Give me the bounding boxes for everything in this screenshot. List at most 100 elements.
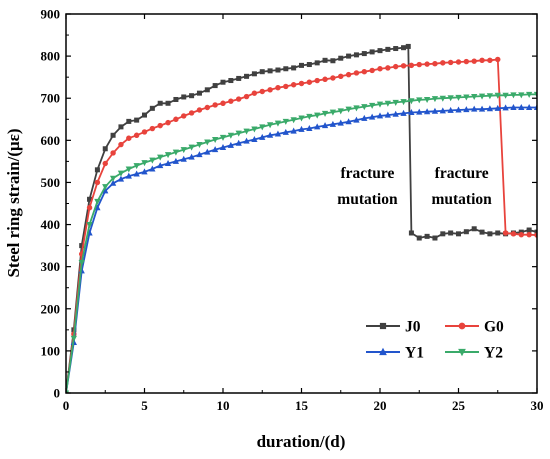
data-point-j0 xyxy=(306,62,312,68)
data-point-g0 xyxy=(102,160,108,167)
data-point-y2 xyxy=(141,160,148,167)
data-point-y1 xyxy=(290,127,297,134)
data-point-g0 xyxy=(181,113,187,119)
data-point-j0 xyxy=(251,71,257,77)
data-point-j0 xyxy=(283,66,289,72)
data-point-y2 xyxy=(416,97,423,104)
data-point-j0 xyxy=(142,112,148,118)
legend-item-y1: Y1 xyxy=(366,345,424,362)
data-point-j0 xyxy=(393,46,399,52)
data-point-j0 xyxy=(463,229,469,235)
y-tick-label: 200 xyxy=(41,301,61,316)
y-tick-label: 600 xyxy=(41,133,61,148)
data-point-y1 xyxy=(455,106,462,113)
data-point-j0 xyxy=(448,230,454,236)
y-tick-label: 300 xyxy=(41,259,61,274)
data-point-g0 xyxy=(338,73,344,80)
data-point-g0 xyxy=(126,135,132,141)
data-point-y2 xyxy=(392,99,399,106)
data-point-g0 xyxy=(400,63,407,69)
data-point-y1 xyxy=(133,170,140,177)
data-point-y1 xyxy=(157,162,164,169)
data-point-j0 xyxy=(369,49,375,55)
y-tick-label: 900 xyxy=(41,7,61,22)
data-point-g0 xyxy=(133,132,140,139)
data-point-y1 xyxy=(219,143,227,150)
data-point-j0 xyxy=(298,62,304,68)
data-point-y2 xyxy=(463,94,470,101)
y-tick-label: 100 xyxy=(41,343,61,358)
data-point-y1 xyxy=(518,103,525,110)
data-point-y2 xyxy=(455,94,462,101)
data-point-j0 xyxy=(346,53,352,59)
data-point-y2 xyxy=(384,100,391,107)
data-point-g0 xyxy=(275,84,281,91)
data-point-g0 xyxy=(314,77,320,84)
data-point-j0 xyxy=(189,93,195,99)
data-point-g0 xyxy=(188,110,195,116)
data-point-y2 xyxy=(478,93,486,100)
y-tick-label: 400 xyxy=(41,217,61,232)
data-point-j0 xyxy=(330,58,336,64)
data-point-j0 xyxy=(181,94,187,100)
data-point-y1 xyxy=(353,116,360,123)
data-point-y1 xyxy=(526,103,533,110)
data-point-y1 xyxy=(259,133,266,140)
data-point-y2 xyxy=(78,259,85,266)
data-point-y2 xyxy=(164,152,172,159)
legend-item-j0: J0 xyxy=(366,319,421,336)
x-tick-label: 20 xyxy=(374,398,387,413)
data-point-y2 xyxy=(321,110,329,117)
data-point-y2 xyxy=(243,128,250,135)
data-point-y2 xyxy=(125,166,132,173)
legend-item-y2: Y2 xyxy=(445,345,503,362)
data-point-g0 xyxy=(479,57,485,64)
x-tick-label: 30 xyxy=(531,398,544,413)
data-point-j0 xyxy=(126,118,132,124)
data-point-y1 xyxy=(204,148,211,155)
legend-label-j0: J0 xyxy=(405,319,421,336)
data-point-j0 xyxy=(149,105,155,111)
data-point-y1 xyxy=(486,105,494,112)
data-point-y2 xyxy=(353,105,360,112)
data-point-y2 xyxy=(219,134,227,141)
data-point-y1 xyxy=(125,172,132,179)
data-point-y2 xyxy=(447,95,454,102)
data-point-g0 xyxy=(110,150,116,156)
x-axis-label: duration/(d) xyxy=(257,432,346,451)
data-point-y2 xyxy=(518,92,525,99)
data-point-y1 xyxy=(180,155,187,162)
legend-item-g0: G0 xyxy=(445,319,504,336)
series-y2 xyxy=(66,91,537,393)
data-point-j0 xyxy=(440,231,446,237)
data-point-g0 xyxy=(392,63,399,70)
y-axis-label: Steel ring strain/(με) xyxy=(4,128,23,277)
data-point-j0 xyxy=(314,60,320,66)
data-point-j0 xyxy=(157,100,163,106)
data-point-j0 xyxy=(275,67,281,73)
data-point-y1 xyxy=(369,113,376,120)
data-point-j0 xyxy=(401,45,407,51)
data-point-j0 xyxy=(479,229,485,235)
data-point-j0 xyxy=(377,48,383,54)
data-point-j0 xyxy=(134,117,140,123)
series-line-y2 xyxy=(66,93,537,393)
data-point-g0 xyxy=(259,88,265,95)
data-point-g0 xyxy=(118,141,124,148)
data-point-y1 xyxy=(141,168,148,175)
data-point-g0 xyxy=(228,98,234,104)
data-point-y1 xyxy=(227,141,234,148)
data-point-y1 xyxy=(463,106,470,113)
series-line-y1 xyxy=(66,106,537,393)
data-point-g0 xyxy=(447,59,454,66)
data-point-y2 xyxy=(149,157,156,164)
data-point-g0 xyxy=(165,119,171,126)
data-point-y1 xyxy=(235,139,242,146)
annotation-text: fracture mutation xyxy=(431,165,492,208)
data-point-g0 xyxy=(510,231,517,237)
data-point-y2 xyxy=(259,124,266,131)
legend-label-y1: Y1 xyxy=(405,345,424,362)
data-point-g0 xyxy=(385,65,391,71)
